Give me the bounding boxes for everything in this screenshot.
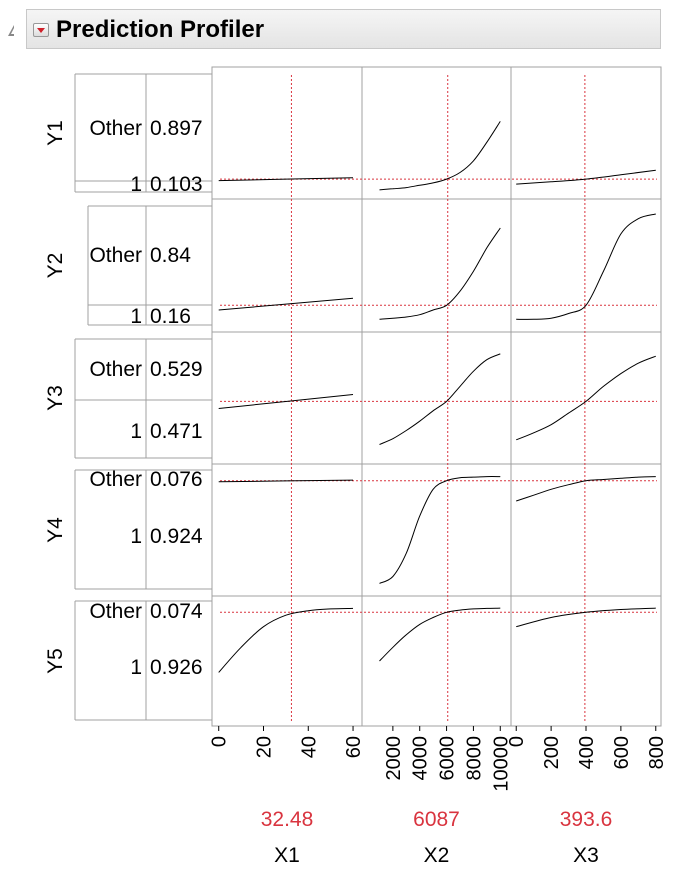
x-axis-label-x2: X2 xyxy=(424,844,450,867)
x-tick-label-x2: 2000 xyxy=(383,736,405,781)
profile-curve-y4-x3 xyxy=(516,476,656,502)
x-tick-label-x2: 6000 xyxy=(437,736,459,781)
x-tick-label-x3: 200 xyxy=(541,736,563,769)
x-tick-label-x3: 400 xyxy=(576,736,598,769)
x-tick-label-x1: 40 xyxy=(298,736,320,758)
level-value-y4: 0.924 xyxy=(150,525,203,548)
x-tick-label-x1: 60 xyxy=(343,736,365,758)
profile-curve-y1-x1 xyxy=(218,177,354,182)
y-axis-label-y4: Y4 xyxy=(44,517,67,543)
level-label-y1: 1 xyxy=(130,173,142,196)
y-axis-label-y3: Y3 xyxy=(44,385,67,411)
profile-curve-y3-x2 xyxy=(379,353,501,445)
level-label-y2: 1 xyxy=(130,305,142,328)
profile-curve-y3-x3 xyxy=(516,355,656,441)
level-label-y1: Other xyxy=(89,117,142,140)
profiler-grid-border xyxy=(211,66,662,727)
profile-curve-y2-x3 xyxy=(516,213,656,320)
x-tick-label-x2: 8000 xyxy=(463,736,485,781)
x-tick-label-x2: 4000 xyxy=(410,736,432,781)
level-label-y5: 1 xyxy=(130,656,142,679)
y-axis-label-y1: Y1 xyxy=(44,120,67,146)
level-value-y4: 0.076 xyxy=(150,468,203,491)
x-tick-label-x2: 10000 xyxy=(490,736,512,792)
profile-curve-y4-x2 xyxy=(379,476,501,584)
level-value-y5: 0.926 xyxy=(150,656,203,679)
current-value-x1: 32.48 xyxy=(261,808,314,831)
x-tick-label-x3: 0 xyxy=(506,736,528,747)
profiler-header: Prediction Profiler xyxy=(26,9,661,49)
level-label-y3: Other xyxy=(89,358,142,381)
profile-curve-y5-x3 xyxy=(516,607,656,628)
x-tick-label-x1: 0 xyxy=(209,736,231,747)
level-value-y5: 0.074 xyxy=(150,600,203,623)
level-label-y4: Other xyxy=(89,468,142,491)
red-triangle-menu-icon[interactable] xyxy=(33,23,49,37)
current-value-x2: 6087 xyxy=(413,808,460,831)
profile-curve-y1-x2 xyxy=(379,121,501,191)
x-tick-label-x3: 600 xyxy=(611,736,633,769)
level-value-y3: 0.471 xyxy=(150,420,203,443)
x-tick-label-x1: 20 xyxy=(254,736,276,758)
x-tick-label-x3: 800 xyxy=(646,736,668,769)
level-label-y5: Other xyxy=(89,600,142,623)
level-value-y3: 0.529 xyxy=(150,358,203,381)
disclosure-triangle-icon[interactable] xyxy=(8,25,14,36)
x-axis-label-x3: X3 xyxy=(573,844,599,867)
level-label-y2: Other xyxy=(89,244,142,267)
page-title: Prediction Profiler xyxy=(56,16,265,43)
x-axis-label-x1: X1 xyxy=(274,844,300,867)
profile-curve-y5-x1 xyxy=(218,607,354,673)
profile-curve-y5-x2 xyxy=(379,607,501,662)
level-label-y3: 1 xyxy=(130,420,142,443)
profile-curve-y4-x1 xyxy=(218,479,354,483)
profile-curve-y1-x3 xyxy=(516,169,656,185)
profile-curve-y2-x1 xyxy=(218,297,354,311)
y-axis-label-y2: Y2 xyxy=(44,253,67,279)
level-value-y1: 0.897 xyxy=(150,117,203,140)
profile-curve-y2-x2 xyxy=(379,227,501,320)
current-value-x3: 393.6 xyxy=(560,808,613,831)
level-value-y1: 0.103 xyxy=(150,173,203,196)
level-value-y2: 0.16 xyxy=(150,305,191,328)
profile-curve-y3-x1 xyxy=(218,394,354,409)
y-axis-label-y5: Y5 xyxy=(44,648,67,674)
level-value-y2: 0.84 xyxy=(150,244,191,267)
level-label-y4: 1 xyxy=(130,525,142,548)
